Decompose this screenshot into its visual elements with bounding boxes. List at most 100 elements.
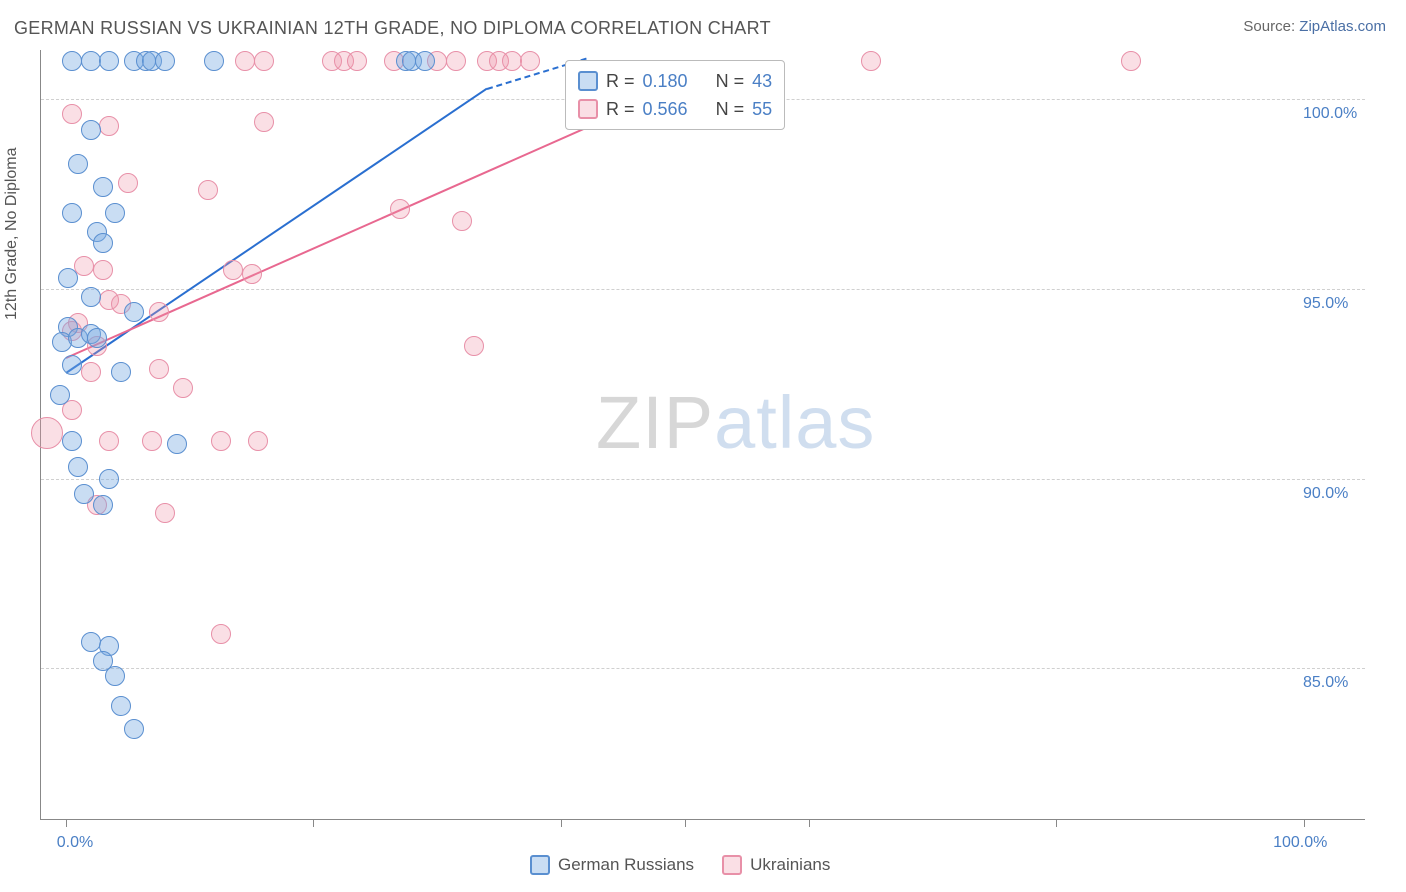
plot-area: ZIPatlas <box>40 50 1365 820</box>
legend-n-label: N = <box>716 99 745 120</box>
scatter-point-blue <box>111 696 131 716</box>
scatter-point-blue <box>81 632 101 652</box>
scatter-point-pink <box>1121 51 1141 71</box>
gridline-h <box>41 668 1365 669</box>
scatter-point-blue <box>68 457 88 477</box>
scatter-point-blue <box>68 154 88 174</box>
scatter-point-pink <box>198 180 218 200</box>
legend-row: R = 0.180 N = 43 <box>578 67 772 95</box>
scatter-point-pink <box>861 51 881 71</box>
y-axis-label: 12th Grade, No Diploma <box>3 147 21 320</box>
x-tick <box>1304 819 1305 827</box>
chart-title: GERMAN RUSSIAN VS UKRAINIAN 12TH GRADE, … <box>14 18 771 39</box>
legend-n-value: 43 <box>752 71 772 92</box>
scatter-point-blue <box>93 177 113 197</box>
x-tick <box>685 819 686 827</box>
scatter-point-pink <box>118 173 138 193</box>
legend-item-label: Ukrainians <box>750 855 830 875</box>
scatter-point-blue <box>74 484 94 504</box>
scatter-point-blue <box>111 362 131 382</box>
legend-r-label: R = <box>606 99 635 120</box>
watermark-atlas: atlas <box>714 381 875 464</box>
scatter-point-pink <box>254 51 274 71</box>
scatter-point-pink <box>142 431 162 451</box>
scatter-point-pink <box>93 260 113 280</box>
legend-swatch <box>578 99 598 119</box>
gridline-h <box>41 479 1365 480</box>
legend-row: R = 0.566 N = 55 <box>578 95 772 123</box>
legend-r-value: 0.180 <box>643 71 688 92</box>
chart-container: GERMAN RUSSIAN VS UKRAINIAN 12TH GRADE, … <box>0 0 1406 892</box>
scatter-point-pink <box>211 431 231 451</box>
x-tick <box>313 819 314 827</box>
scatter-point-blue <box>99 51 119 71</box>
scatter-point-blue <box>62 431 82 451</box>
legend-r-value: 0.566 <box>643 99 688 120</box>
scatter-point-pink <box>149 302 169 322</box>
scatter-point-blue <box>204 51 224 71</box>
scatter-point-pink <box>99 431 119 451</box>
legend-swatch <box>530 855 550 875</box>
x-tick-label: 100.0% <box>1273 834 1327 852</box>
scatter-point-pink <box>235 51 255 71</box>
source-link[interactable]: ZipAtlas.com <box>1299 18 1386 35</box>
watermark: ZIPatlas <box>596 380 875 465</box>
legend-item: German Russians <box>530 855 694 875</box>
y-tick-label: 95.0% <box>1303 295 1348 313</box>
legend-n-label: N = <box>716 71 745 92</box>
x-tick <box>809 819 810 827</box>
legend-series: German Russians Ukrainians <box>530 855 830 875</box>
scatter-point-pink <box>446 51 466 71</box>
legend-item: Ukrainians <box>722 855 830 875</box>
x-tick <box>1056 819 1057 827</box>
scatter-point-blue <box>62 51 82 71</box>
scatter-point-blue <box>93 233 113 253</box>
legend-swatch <box>722 855 742 875</box>
scatter-point-blue <box>167 434 187 454</box>
watermark-zip: ZIP <box>596 381 714 464</box>
source-prefix: Source: <box>1243 18 1299 35</box>
source-attribution: Source: ZipAtlas.com <box>1243 18 1386 35</box>
scatter-point-pink <box>242 264 262 284</box>
scatter-point-pink <box>62 104 82 124</box>
scatter-point-blue <box>415 51 435 71</box>
scatter-point-blue <box>87 328 107 348</box>
scatter-point-blue <box>81 287 101 307</box>
scatter-point-pink <box>155 503 175 523</box>
legend-swatch <box>578 71 598 91</box>
scatter-point-blue <box>105 203 125 223</box>
scatter-point-blue <box>155 51 175 71</box>
x-tick-label: 0.0% <box>57 834 93 852</box>
scatter-point-blue <box>62 203 82 223</box>
scatter-point-blue <box>50 385 70 405</box>
scatter-point-pink <box>173 378 193 398</box>
y-tick-label: 90.0% <box>1303 485 1348 503</box>
scatter-point-pink <box>223 260 243 280</box>
scatter-point-pink <box>211 624 231 644</box>
scatter-point-blue <box>93 495 113 515</box>
scatter-point-pink <box>248 431 268 451</box>
scatter-point-blue <box>99 469 119 489</box>
scatter-point-pink <box>390 199 410 219</box>
scatter-point-blue <box>105 666 125 686</box>
scatter-point-blue <box>124 302 144 322</box>
scatter-point-blue <box>81 120 101 140</box>
legend-n-value: 55 <box>752 99 772 120</box>
x-tick <box>561 819 562 827</box>
y-tick-label: 85.0% <box>1303 674 1348 692</box>
y-tick-label: 100.0% <box>1303 105 1357 123</box>
x-tick <box>66 819 67 827</box>
scatter-point-pink <box>254 112 274 132</box>
scatter-point-pink <box>452 211 472 231</box>
scatter-point-pink <box>149 359 169 379</box>
scatter-point-pink <box>502 51 522 71</box>
scatter-point-pink <box>31 417 63 449</box>
legend-item-label: German Russians <box>558 855 694 875</box>
gridline-h <box>41 289 1365 290</box>
scatter-point-pink <box>464 336 484 356</box>
scatter-point-blue <box>62 355 82 375</box>
legend-r-label: R = <box>606 71 635 92</box>
scatter-point-blue <box>124 719 144 739</box>
legend-correlation: R = 0.180 N = 43 R = 0.566 N = 55 <box>565 60 785 130</box>
scatter-point-blue <box>58 268 78 288</box>
